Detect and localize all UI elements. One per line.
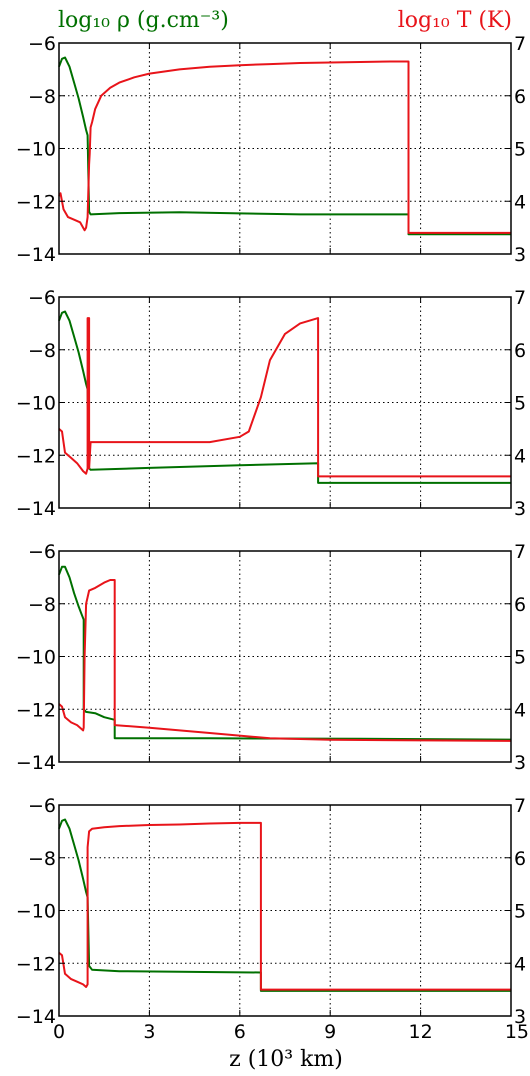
y2-tick-label: 5	[514, 393, 526, 415]
y2-tick-label: 3	[514, 1006, 526, 1028]
y2-tick-label: 6	[514, 340, 526, 362]
panel-4: −6 −8 −10 −12 −14 7 6 5 4 3 0 3 6 9 12 15	[16, 795, 529, 1043]
density-line	[58, 56, 511, 236]
y-tick-label: −10	[16, 901, 56, 923]
y2-tick-label: 5	[514, 139, 526, 161]
y-tick-label: −14	[16, 752, 56, 774]
y2-tick-label: 3	[514, 244, 526, 266]
y-tick-label: −6	[28, 541, 56, 563]
y2-tick-label: 7	[514, 541, 526, 563]
x-tick-label: 9	[324, 1021, 336, 1043]
y2-tick-label: 5	[514, 901, 526, 923]
panel-3: −6 −8 −10 −12 −14 7 6 5 4 3	[16, 541, 526, 774]
temperature-line	[58, 579, 512, 742]
temperature-line	[58, 60, 511, 234]
y2-tick-label: 4	[514, 445, 526, 467]
temperature-line	[58, 317, 511, 478]
y-tick-label: −12	[16, 191, 56, 213]
y2-tick-label: 6	[514, 848, 526, 870]
y-tick-label: −8	[28, 86, 56, 108]
y-tick-label: −8	[28, 848, 56, 870]
y-tick-label: −8	[28, 340, 56, 362]
panel-2: −6 −8 −10 −12 −14 7 6 5 4 3	[16, 287, 526, 520]
y-tick-label: −6	[28, 795, 56, 817]
x-axis-label: z (10³ km)	[229, 1047, 343, 1072]
y2-tick-label: 7	[514, 795, 526, 817]
y2-tick-label: 5	[514, 647, 526, 669]
y-tick-label: −12	[16, 953, 56, 975]
density-line	[58, 310, 511, 484]
y2-tick-label: 7	[514, 287, 526, 309]
y2-tick-label: 4	[514, 953, 526, 975]
y2-tick-label: 6	[514, 594, 526, 616]
y2-tick-label: 4	[514, 699, 526, 721]
x-tick-label: 6	[234, 1021, 246, 1043]
right-axis-label: log₁₀ T (K)	[398, 8, 512, 33]
y-tick-label: −14	[16, 244, 56, 266]
panels: −6 −8 −10 −12 −14 7 6 5 4 3 −6 −8 −10 −12 −14 7 6 5 4 3 −6 −8…	[16, 33, 529, 1043]
density-line	[58, 565, 512, 741]
y-tick-label: −12	[16, 445, 56, 467]
y-tick-label: −14	[16, 1006, 56, 1028]
x-tick-label: 0	[53, 1021, 65, 1043]
x-tick-label: 3	[143, 1021, 155, 1043]
y-tick-label: −14	[16, 498, 56, 520]
y2-tick-label: 7	[514, 33, 526, 55]
left-axis-label: log₁₀ ρ (g.cm⁻³)	[58, 8, 229, 33]
y-tick-label: −12	[16, 699, 56, 721]
y-tick-label: −8	[28, 594, 56, 616]
panel-1: −6 −8 −10 −12 −14 7 6 5 4 3	[16, 33, 526, 266]
x-tick-label: 12	[409, 1021, 433, 1043]
x-tick-label: 15	[505, 1021, 529, 1043]
y2-tick-label: 4	[514, 191, 526, 213]
y2-tick-label: 6	[514, 86, 526, 108]
density-line	[58, 818, 511, 992]
y-tick-label: −10	[16, 139, 56, 161]
y-tick-label: −10	[16, 647, 56, 669]
y-tick-label: −10	[16, 393, 56, 415]
y-tick-label: −6	[28, 287, 56, 309]
y2-tick-label: 3	[514, 752, 526, 774]
y-tick-label: −6	[28, 33, 56, 55]
y2-tick-label: 3	[514, 498, 526, 520]
temperature-line	[58, 821, 511, 991]
